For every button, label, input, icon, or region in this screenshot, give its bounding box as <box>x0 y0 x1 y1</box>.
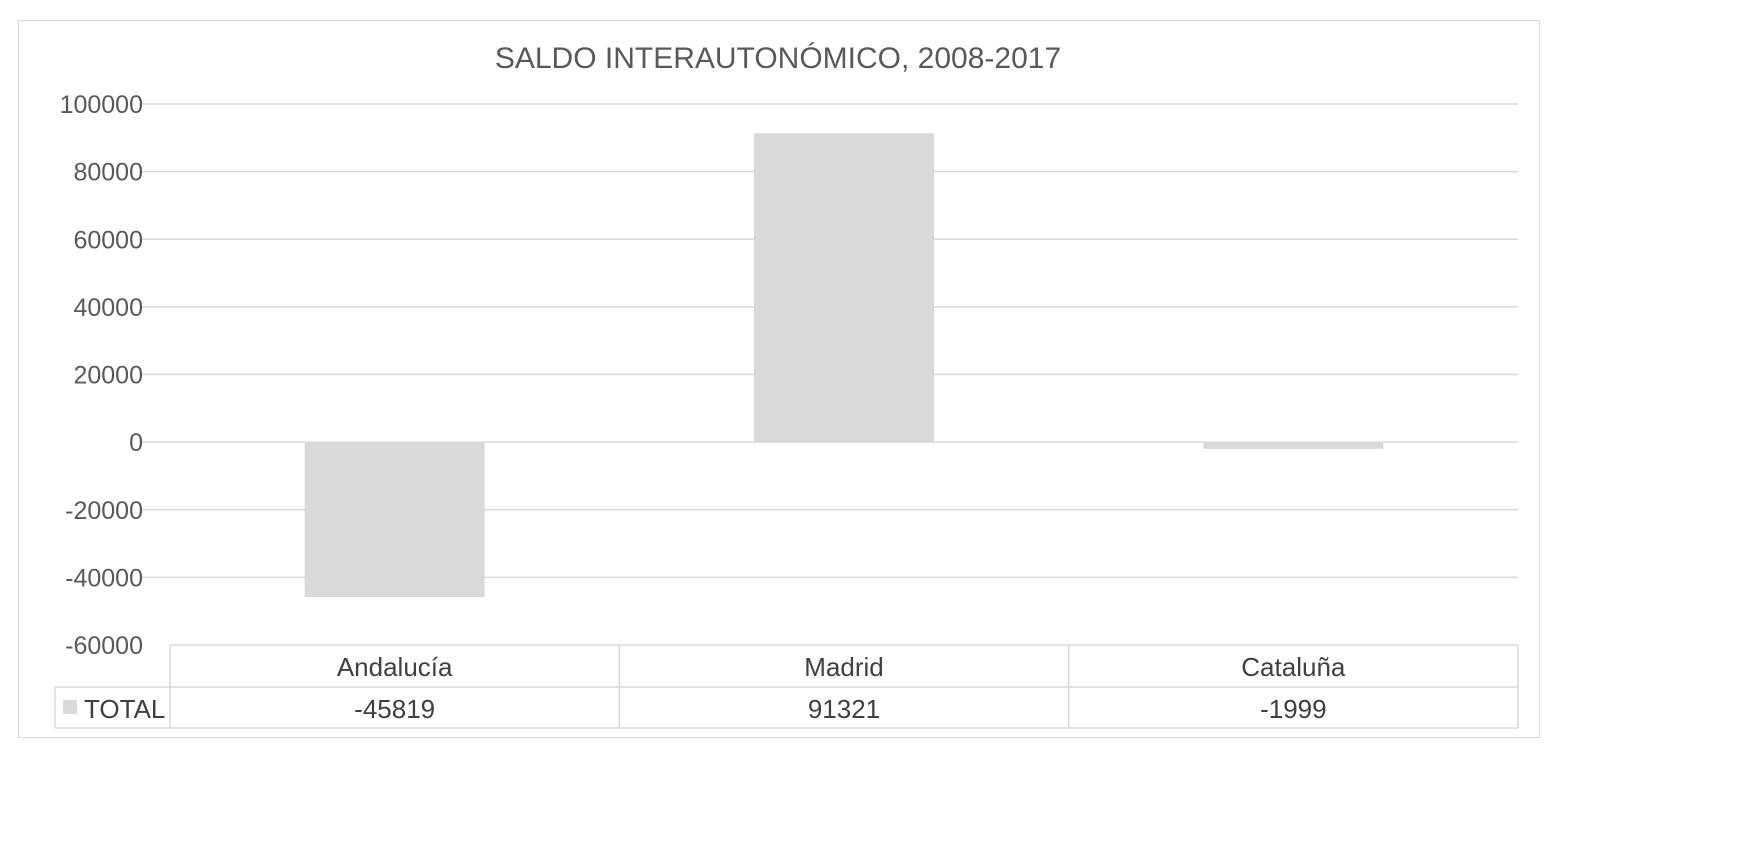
category-label: Madrid <box>804 652 883 682</box>
data-label: -1999 <box>1260 694 1327 724</box>
chart-title: SALDO INTERAUTONÓMICO, 2008-2017 <box>495 42 1061 75</box>
y-tick-label: 40000 <box>73 294 143 322</box>
data-label: 91321 <box>808 694 880 724</box>
y-tick-label: 20000 <box>73 362 143 390</box>
legend-key <box>63 700 77 714</box>
bar-madrid <box>754 133 934 443</box>
legend-series-name: TOTAL <box>84 694 165 724</box>
y-axis: 100000 80000 60000 40000 20000 0 -20000 -40000 -… <box>60 91 143 660</box>
bars <box>304 133 1384 598</box>
y-tick-label: -20000 <box>65 497 143 525</box>
y-tick-label: 0 <box>129 429 143 457</box>
y-tick-label: 100000 <box>60 91 143 119</box>
y-tick-label: 80000 <box>73 159 143 187</box>
y-tick-label: -40000 <box>65 564 143 592</box>
y-tick-label: 60000 <box>73 226 143 254</box>
data-label: -45819 <box>354 694 435 724</box>
y-tick-label: -60000 <box>65 632 143 660</box>
bar-andalucía <box>304 442 485 598</box>
data-table: Andalucía -45819 Madrid 91321 Cataluña -1999 T… <box>54 644 1519 729</box>
category-label: Andalucía <box>337 652 453 682</box>
bar-cataluña <box>1203 442 1384 449</box>
category-label: Cataluña <box>1241 652 1346 682</box>
